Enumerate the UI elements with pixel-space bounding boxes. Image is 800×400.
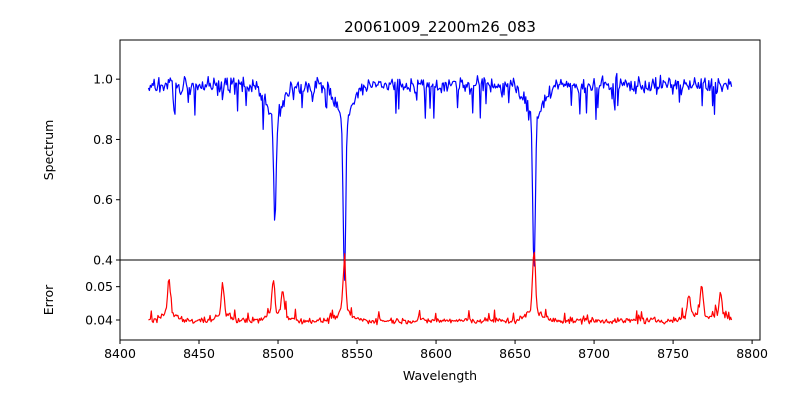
spectrum-y-axis: 0.4 0.6 0.8 1.0 (93, 72, 120, 268)
error-panel: 0.04 0.05 Error (41, 251, 761, 341)
x-tick-label: 8450 (183, 346, 215, 361)
y-tick-label: 0.04 (85, 313, 113, 328)
x-axis-label: Wavelength (403, 368, 477, 383)
error-series-line (148, 251, 733, 326)
y-tick-label: 0.4 (93, 253, 113, 268)
x-tick-label: 8500 (262, 346, 294, 361)
x-tick-label: 8700 (578, 346, 610, 361)
spectrum-series-line (147, 72, 733, 281)
spectrum-plot-frame (119, 39, 761, 261)
x-tick-label: 8800 (736, 346, 768, 361)
spectrum-y-axis-label: Spectrum (41, 120, 56, 181)
spectrum-panel: 0.4 0.6 0.8 1.0 Spectrum (41, 39, 761, 281)
x-tick-label: 8600 (420, 346, 452, 361)
x-tick-label: 8400 (104, 346, 136, 361)
y-tick-label: 1.0 (93, 72, 113, 87)
y-tick-label: 0.6 (93, 192, 113, 207)
error-y-axis-label: Error (41, 284, 56, 315)
x-tick-label: 8650 (499, 346, 531, 361)
chart-title: 20061009_2200m26_083 (344, 18, 536, 37)
error-y-axis: 0.04 0.05 (85, 279, 120, 328)
y-tick-label: 0.05 (85, 279, 113, 294)
x-tick-label: 8550 (341, 346, 373, 361)
x-tick-label: 8750 (657, 346, 689, 361)
x-axis: 8400 8450 8500 8550 8600 8650 8700 8750 8800 (104, 340, 768, 361)
y-tick-label: 0.8 (93, 132, 113, 147)
error-plot-frame (119, 259, 761, 341)
